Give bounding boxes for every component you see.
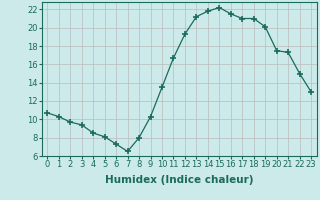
X-axis label: Humidex (Indice chaleur): Humidex (Indice chaleur) bbox=[105, 175, 253, 185]
